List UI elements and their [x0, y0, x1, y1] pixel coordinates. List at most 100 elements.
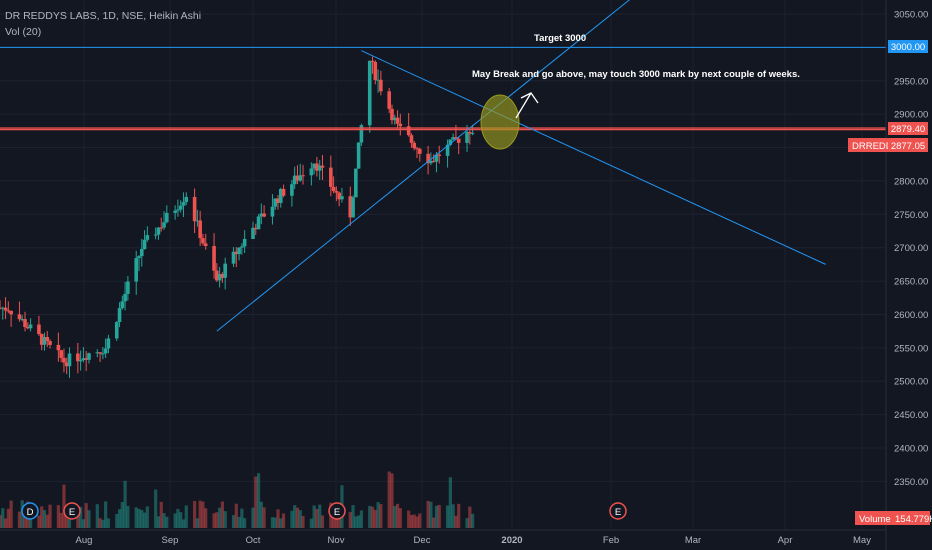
candle-body [95, 352, 100, 354]
volume-bar [159, 501, 163, 528]
x-tick-label: Sep [162, 535, 179, 546]
candle-body [348, 196, 353, 218]
volume-bar [106, 518, 111, 528]
volume-bar [9, 500, 13, 528]
candle-body [281, 188, 286, 196]
candle-body [184, 196, 189, 203]
volume-bar [354, 516, 358, 528]
candle-body [56, 344, 61, 351]
highlight-ellipse[interactable] [480, 94, 520, 150]
volume-bar [315, 509, 319, 528]
candle-body [192, 196, 197, 222]
volume-bar [426, 500, 430, 528]
volume-bar [448, 477, 452, 528]
volume-bar [379, 504, 383, 528]
y-tick-label: 3050.00 [894, 10, 928, 21]
candle-body [456, 138, 461, 143]
volume-bar [298, 510, 302, 528]
volume-bar [179, 512, 183, 528]
y-tick-label: 2550.00 [894, 343, 928, 354]
volume-bar [76, 514, 80, 528]
volume-bar [259, 501, 263, 528]
target-annotation[interactable]: Target 3000 [534, 33, 586, 44]
candle-body [429, 160, 433, 164]
candle-body [259, 213, 264, 217]
volume-bar [309, 518, 313, 528]
candle-body [354, 168, 358, 198]
volume-bar [156, 516, 161, 528]
volume-bars [0, 471, 475, 528]
candle-body [126, 281, 130, 294]
volume-bar [223, 511, 227, 528]
event-marker[interactable]: E [63, 502, 81, 520]
event-marker[interactable]: E [328, 502, 346, 520]
candle-body [370, 60, 375, 63]
x-tick-label: Dec [414, 535, 431, 546]
volume-bar [262, 507, 266, 528]
volume-bar [212, 513, 216, 528]
candle-body [78, 360, 83, 362]
x-tick-label: Mar [685, 535, 701, 546]
volume-bar [412, 514, 416, 528]
volume-bar [368, 505, 372, 528]
volume-bar [165, 516, 169, 528]
volume-bar [218, 507, 222, 528]
drawing-lines[interactable] [0, 0, 886, 332]
volume-bar [126, 505, 130, 528]
candle-body [103, 348, 108, 354]
candle-body [231, 251, 236, 264]
candle-body [359, 125, 364, 143]
candle-body [162, 222, 166, 228]
trendline[interactable] [216, 0, 653, 332]
y-tick-label: 2650.00 [894, 277, 928, 288]
candle-body [278, 188, 283, 203]
volume-bar [17, 511, 22, 528]
candle-body [376, 79, 380, 81]
volume-bar [95, 504, 99, 528]
volume-bar [201, 501, 205, 528]
event-marker[interactable]: D [21, 502, 39, 520]
note-annotation[interactable]: May Break and go above, may touch 3000 m… [472, 69, 800, 80]
candle-body [0, 307, 2, 309]
volume-bar [387, 471, 391, 528]
candle-body [215, 270, 219, 281]
time-axis[interactable]: Aug Sep Oct Nov Dec 2020 Feb Mar Apr May [76, 535, 872, 546]
candle-body [106, 338, 111, 349]
volume-bar [231, 515, 236, 528]
candle-body [431, 160, 436, 162]
breakout-arrow[interactable] [515, 92, 539, 119]
candle-body [398, 123, 403, 127]
volume-bar [301, 515, 305, 528]
candle-body [320, 165, 325, 168]
y-tick-label: 2800.00 [894, 176, 928, 187]
candle-body [81, 358, 86, 361]
volume-bar [234, 503, 238, 528]
volume-bar [290, 510, 294, 528]
volume-bar [415, 516, 419, 528]
candle-body [292, 175, 297, 185]
event-marker[interactable]: E [609, 502, 627, 520]
candle-body [203, 243, 208, 247]
volume-bar [237, 516, 241, 528]
candle-body [351, 197, 355, 218]
event-marker-label: E [615, 507, 621, 518]
volume-bar [281, 513, 286, 528]
x-tick-label: Nov [328, 535, 345, 546]
price-axis[interactable]: 2350.00 2400.00 2450.00 2500.00 2550.00 2600.… [894, 10, 928, 488]
event-marker-label: E [334, 507, 340, 518]
y-tick-label: 2350.00 [894, 477, 928, 488]
volume-bar [142, 512, 147, 528]
candle-body [23, 319, 27, 328]
y-tick-label: 2500.00 [894, 377, 928, 388]
volume-bar [98, 518, 102, 528]
volume-bar [193, 501, 197, 528]
volume-bar [465, 518, 469, 528]
volume-bar [432, 517, 436, 528]
candle-body [37, 324, 41, 335]
y-tick-label: 2700.00 [894, 243, 928, 254]
volume-bar [454, 515, 458, 528]
candle-body [98, 352, 102, 354]
trendline[interactable] [361, 50, 826, 265]
volume-bar [62, 484, 66, 528]
